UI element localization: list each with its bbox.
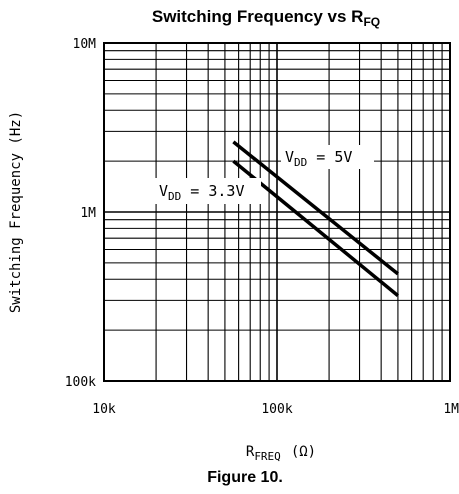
y-tick-label: 10M (73, 37, 97, 52)
y-tick-label: 1M (80, 206, 96, 221)
x-tick-label: 100k (261, 402, 292, 417)
x-tick-label: 1M (443, 402, 459, 417)
y-tick-labels: 10M 1M 100k (65, 37, 96, 390)
x-tick-labels: 10k 100k 1M (92, 402, 459, 417)
x-axis-label: RFREQ (Ω) (246, 444, 316, 463)
chart-title-subscript: FQ (363, 15, 380, 29)
series-line-0 (232, 140, 399, 276)
chart-title-main: Switching Frequency vs R (152, 7, 364, 26)
plot-frame (103, 42, 451, 382)
svg-text:VDD = 3.3V: VDD = 3.3V (159, 182, 245, 203)
y-axis-label: Switching Frequency (Hz) (8, 111, 24, 313)
svg-text:VDD = 5V: VDD = 5V (285, 148, 352, 169)
y-tick-label: 100k (65, 375, 96, 390)
grid (104, 43, 450, 381)
figure-caption: Figure 10. (207, 469, 283, 486)
series-label-5v: VDD = 5V (281, 145, 374, 169)
series-label-3v3: VDD = 3.3V (155, 178, 261, 204)
x-tick-label: 10k (92, 402, 116, 417)
chart-title: Switching Frequency vs RFQ (152, 7, 380, 29)
